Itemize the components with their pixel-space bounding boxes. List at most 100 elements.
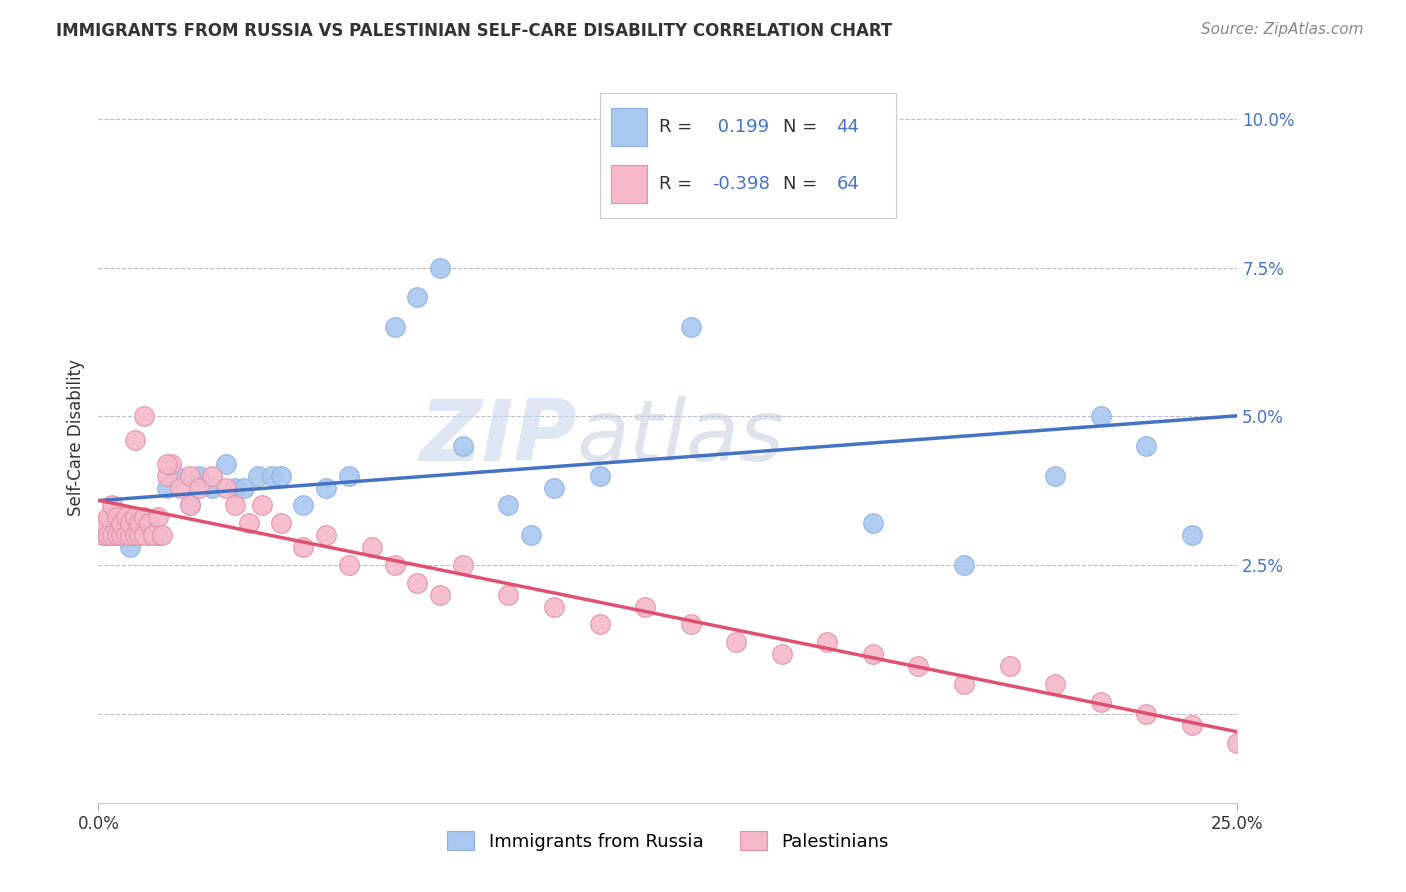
Point: [907, 659, 929, 673]
Point: [451, 439, 474, 453]
Point: [634, 599, 657, 614]
Point: [146, 528, 169, 542]
Point: [132, 528, 155, 542]
Point: [953, 558, 976, 572]
Point: [1043, 677, 1066, 691]
Point: [101, 528, 124, 542]
Point: [1090, 695, 1112, 709]
Text: ZIP: ZIP: [419, 395, 576, 479]
Point: [110, 516, 132, 531]
Point: [1181, 718, 1204, 732]
Point: [224, 481, 246, 495]
Point: [406, 575, 429, 590]
Point: [156, 468, 179, 483]
Point: [770, 201, 793, 215]
Point: [862, 647, 884, 661]
Point: [179, 499, 201, 513]
Point: [360, 540, 382, 554]
Point: [725, 635, 748, 649]
Y-axis label: Self-Care Disability: Self-Care Disability: [66, 359, 84, 516]
Point: [520, 528, 543, 542]
Point: [862, 516, 884, 531]
Point: [215, 457, 238, 471]
Point: [124, 510, 146, 524]
Point: [120, 540, 142, 554]
Point: [128, 516, 150, 531]
Point: [110, 528, 132, 542]
Point: [451, 558, 474, 572]
Text: atlas: atlas: [576, 395, 785, 479]
Text: IMMIGRANTS FROM RUSSIA VS PALESTINIAN SELF-CARE DISABILITY CORRELATION CHART: IMMIGRANTS FROM RUSSIA VS PALESTINIAN SE…: [56, 22, 893, 40]
Point: [1090, 409, 1112, 424]
Point: [132, 516, 155, 531]
Point: [124, 433, 146, 447]
Point: [179, 468, 201, 483]
Point: [1135, 706, 1157, 721]
Point: [120, 516, 142, 531]
Point: [187, 468, 209, 483]
Legend: Immigrants from Russia, Palestinians: Immigrants from Russia, Palestinians: [439, 822, 897, 860]
Text: Source: ZipAtlas.com: Source: ZipAtlas.com: [1201, 22, 1364, 37]
Point: [1226, 736, 1249, 750]
Point: [315, 528, 337, 542]
Point: [156, 457, 179, 471]
Point: [429, 260, 451, 275]
Point: [998, 659, 1021, 673]
Point: [270, 516, 292, 531]
Point: [101, 499, 124, 513]
Point: [246, 468, 269, 483]
Point: [260, 468, 283, 483]
Point: [165, 468, 187, 483]
Point: [110, 516, 132, 531]
Point: [337, 468, 360, 483]
Point: [1043, 468, 1066, 483]
Point: [110, 528, 132, 542]
Point: [142, 528, 165, 542]
Point: [1135, 439, 1157, 453]
Point: [138, 516, 160, 531]
Point: [201, 481, 224, 495]
Point: [201, 468, 224, 483]
Point: [114, 528, 136, 542]
Point: [114, 510, 136, 524]
Point: [224, 499, 246, 513]
Point: [124, 528, 146, 542]
Point: [292, 499, 315, 513]
Point: [91, 516, 114, 531]
Point: [770, 647, 793, 661]
Point: [588, 468, 610, 483]
Point: [315, 481, 337, 495]
Point: [132, 409, 155, 424]
Point: [270, 468, 292, 483]
Point: [953, 677, 976, 691]
Point: [1181, 528, 1204, 542]
Point: [142, 528, 165, 542]
Point: [101, 528, 124, 542]
Point: [384, 320, 406, 334]
Point: [233, 481, 256, 495]
Point: [128, 528, 150, 542]
Point: [215, 481, 238, 495]
Point: [679, 617, 702, 632]
Point: [815, 635, 838, 649]
Point: [120, 528, 142, 542]
Point: [588, 617, 610, 632]
Point: [238, 516, 260, 531]
Point: [179, 499, 201, 513]
Point: [160, 457, 183, 471]
Point: [91, 528, 114, 542]
Point: [114, 528, 136, 542]
Point: [169, 481, 191, 495]
Point: [138, 528, 160, 542]
Point: [105, 528, 128, 542]
Point: [96, 510, 118, 524]
Point: [128, 528, 150, 542]
Point: [337, 558, 360, 572]
Point: [105, 528, 128, 542]
Point: [150, 528, 173, 542]
Point: [679, 320, 702, 334]
Point: [132, 510, 155, 524]
Point: [292, 540, 315, 554]
Point: [105, 510, 128, 524]
Point: [543, 599, 565, 614]
